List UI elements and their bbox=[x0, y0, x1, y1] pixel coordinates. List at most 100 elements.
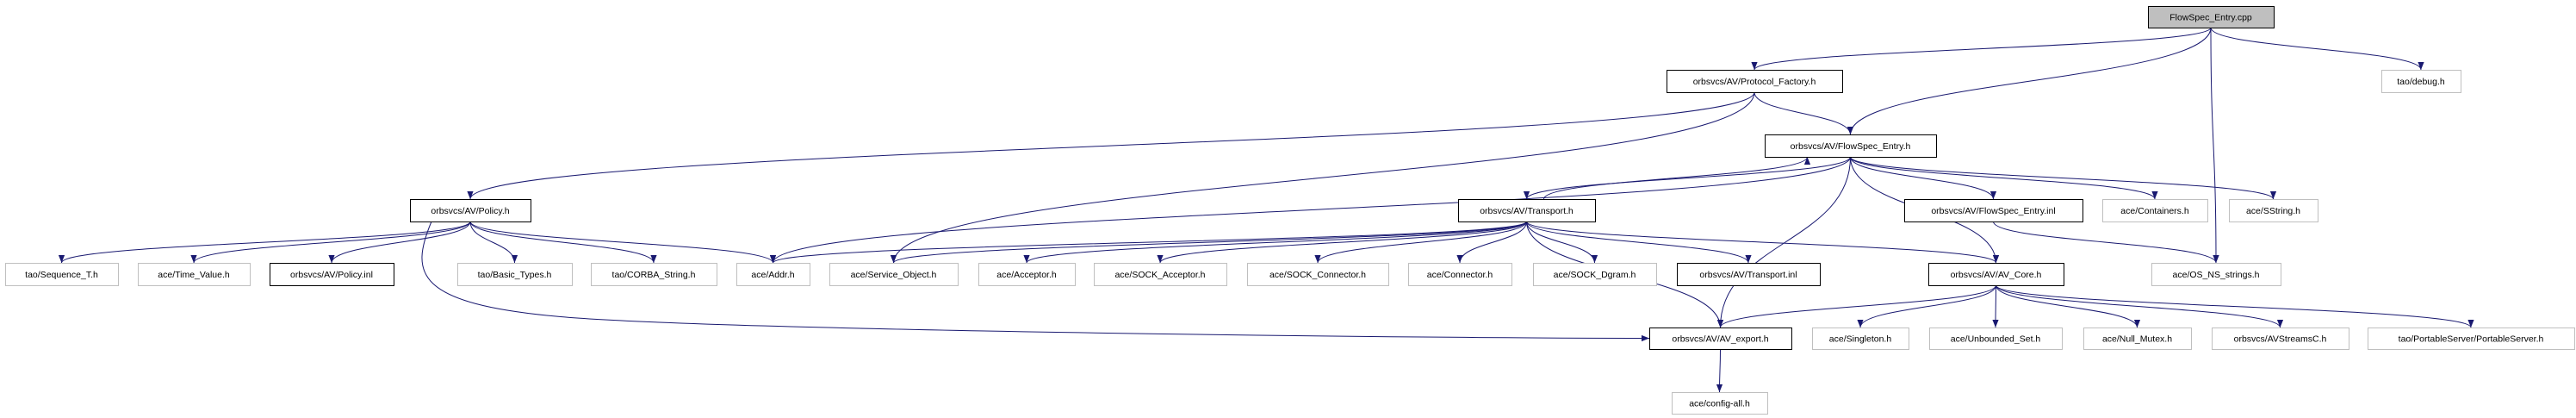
node-label: ace/Unbounded_Set.h bbox=[1951, 334, 2041, 345]
node-box bbox=[1533, 263, 1657, 286]
node-box bbox=[2102, 199, 2208, 222]
edge-av_core-to-singleton bbox=[1857, 284, 1996, 328]
node-box bbox=[2151, 263, 2281, 286]
node-box bbox=[1667, 70, 1843, 93]
node-service_object: ace/Service_Object.h bbox=[829, 263, 959, 286]
node-box bbox=[410, 199, 531, 222]
node-label: tao/Basic_Types.h bbox=[478, 270, 552, 280]
node-label: ace/Singleton.h bbox=[1829, 334, 1892, 345]
node-label: orbsvcs/AV/FlowSpec_Entry.inl bbox=[1931, 206, 2055, 216]
node-containers: ace/Containers.h bbox=[2102, 199, 2208, 222]
node-label: orbsvcs/AV/Transport.h bbox=[1480, 206, 1574, 216]
node-box bbox=[2368, 328, 2575, 350]
node-box bbox=[2083, 328, 2192, 350]
node-policy_inl[interactable]: orbsvcs/AV/Policy.inl bbox=[270, 263, 394, 286]
node-label: ace/SString.h bbox=[2246, 206, 2300, 216]
edge-cpp-to-flowspec_h bbox=[1847, 27, 2212, 135]
node-label: ace/Containers.h bbox=[2120, 206, 2189, 216]
node-avstreamsc: orbsvcs/AVStreamsC.h bbox=[2212, 328, 2349, 350]
node-box bbox=[1649, 328, 1792, 350]
edge-policy_h-to-basic_types bbox=[469, 221, 518, 264]
edge-flowspec_h-to-addr bbox=[770, 156, 1851, 264]
node-label: orbsvcs/AV/FlowSpec_Entry.h bbox=[1791, 141, 1911, 152]
node-label: orbsvcs/AV/AV_Core.h bbox=[1951, 270, 2042, 280]
edge-transport_h-to-service_object bbox=[891, 221, 1527, 264]
node-av_core[interactable]: orbsvcs/AV/AV_Core.h bbox=[1928, 263, 2064, 286]
node-box bbox=[2381, 70, 2461, 93]
node-singleton: ace/Singleton.h bbox=[1812, 328, 1909, 350]
node-label: ace/Service_Object.h bbox=[851, 270, 937, 280]
node-box bbox=[1812, 328, 1909, 350]
edge-protocol_factory-to-flowspec_h bbox=[1754, 91, 1854, 135]
edge-transport_h-to-connector bbox=[1456, 221, 1527, 264]
node-protocol_factory[interactable]: orbsvcs/AV/Protocol_Factory.h bbox=[1667, 70, 1843, 93]
edge-cpp-to-os_ns_strings bbox=[2210, 27, 2219, 264]
edge-cpp-to-debug bbox=[2210, 27, 2424, 71]
edge-transport_h-to-sock_acceptor bbox=[1157, 221, 1527, 264]
node-os_ns_strings: ace/OS_NS_strings.h bbox=[2151, 263, 2281, 286]
edge-av_core-to-null_mutex bbox=[1996, 284, 2141, 328]
node-box bbox=[1904, 199, 2083, 222]
node-sock_acceptor: ace/SOCK_Acceptor.h bbox=[1094, 263, 1227, 286]
node-label: ace/Null_Mutex.h bbox=[2102, 334, 2172, 345]
edge-av_export-to-config_all bbox=[1716, 348, 1723, 393]
edge-policy_h-to-sequence_t bbox=[59, 221, 471, 264]
node-sstring: ace/SString.h bbox=[2229, 199, 2318, 222]
node-basic_types: tao/Basic_Types.h bbox=[457, 263, 573, 286]
node-label: ace/config-all.h bbox=[1689, 399, 1750, 409]
edge-policy_h-to-time_value bbox=[190, 221, 471, 264]
node-flowspec_h[interactable]: orbsvcs/AV/FlowSpec_Entry.h bbox=[1765, 134, 1937, 158]
node-label: orbsvcs/AV/Policy.h bbox=[431, 206, 509, 216]
node-box bbox=[1408, 263, 1512, 286]
node-box bbox=[1677, 263, 1821, 286]
node-null_mutex: ace/Null_Mutex.h bbox=[2083, 328, 2192, 350]
edge-av_core-to-av_export bbox=[1717, 284, 1996, 328]
edge-transport_h-to-av_core bbox=[1526, 221, 1999, 264]
node-box bbox=[1458, 199, 1596, 222]
node-flowspec_inl[interactable]: orbsvcs/AV/FlowSpec_Entry.inl bbox=[1904, 199, 2083, 222]
node-box bbox=[1094, 263, 1227, 286]
edge-transport_h-to-sock_connector bbox=[1314, 221, 1527, 264]
node-time_value: ace/Time_Value.h bbox=[138, 263, 251, 286]
node-label: ace/Acceptor.h bbox=[996, 270, 1057, 280]
node-label: ace/Time_Value.h bbox=[158, 270, 230, 280]
node-label: ace/SOCK_Dgram.h bbox=[1554, 270, 1636, 280]
node-label: orbsvcs/AV/AV_export.h bbox=[1672, 334, 1768, 345]
node-box bbox=[2148, 6, 2275, 28]
node-label: ace/Addr.h bbox=[751, 270, 794, 280]
edge-transport_h-to-sock_dgram bbox=[1526, 221, 1598, 264]
node-label: ace/Connector.h bbox=[1427, 270, 1493, 280]
node-policy_h[interactable]: orbsvcs/AV/Policy.h bbox=[410, 199, 531, 222]
node-box bbox=[138, 263, 251, 286]
node-transport_h[interactable]: orbsvcs/AV/Transport.h bbox=[1458, 199, 1596, 222]
node-box bbox=[1929, 328, 2063, 350]
node-label: ace/SOCK_Connector.h bbox=[1269, 270, 1366, 280]
edge-flowspec_h-to-av_export bbox=[1716, 156, 1851, 328]
node-label: tao/debug.h bbox=[2397, 77, 2445, 87]
node-box bbox=[5, 263, 119, 286]
node-box bbox=[829, 263, 959, 286]
edge-policy_h-to-av_export bbox=[421, 221, 1650, 342]
edge-flowspec_inl-to-os_ns_strings bbox=[1993, 221, 2219, 264]
node-label: tao/CORBA_String.h bbox=[612, 270, 696, 280]
node-label: ace/SOCK_Acceptor.h bbox=[1114, 270, 1205, 280]
node-av_export[interactable]: orbsvcs/AV/AV_export.h bbox=[1649, 328, 1792, 350]
node-transport_inl[interactable]: orbsvcs/AV/Transport.inl bbox=[1677, 263, 1821, 286]
node-box bbox=[2212, 328, 2349, 350]
edge-flowspec_h-to-transport_h bbox=[1524, 156, 1851, 200]
node-unbounded_set: ace/Unbounded_Set.h bbox=[1929, 328, 2063, 350]
edge-transport_h-to-addr bbox=[770, 221, 1527, 264]
node-box bbox=[1672, 392, 1768, 415]
node-label: orbsvcs/AV/Transport.inl bbox=[1699, 270, 1797, 280]
node-label: tao/Sequence_T.h bbox=[25, 270, 98, 280]
node-cpp[interactable]: FlowSpec_Entry.cpp bbox=[2148, 6, 2275, 28]
node-debug: tao/debug.h bbox=[2381, 70, 2461, 93]
node-config_all: ace/config-all.h bbox=[1672, 392, 1768, 415]
node-corba_string: tao/CORBA_String.h bbox=[591, 263, 717, 286]
nodes: FlowSpec_Entry.cpp orbsvcs/AV/Protocol_Fa… bbox=[5, 6, 2575, 415]
edge-policy_h-to-corba_string bbox=[469, 221, 657, 264]
node-addr: ace/Addr.h bbox=[736, 263, 810, 286]
node-box bbox=[978, 263, 1076, 286]
edge-transport_h-to-acceptor bbox=[1023, 221, 1527, 264]
